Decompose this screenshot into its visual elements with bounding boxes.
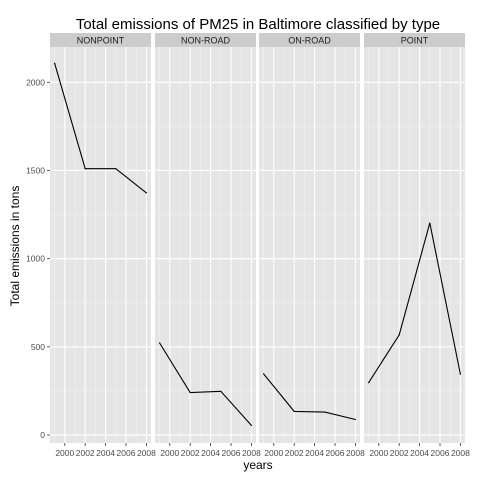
x-tick-label: 2002 bbox=[285, 448, 304, 458]
x-tick-label: 2008 bbox=[137, 448, 156, 458]
series-line-non-road bbox=[159, 342, 252, 426]
data-point bbox=[354, 418, 357, 421]
panel-non-road: NON-ROAD 2000 2002 2004 2006 2008 bbox=[155, 33, 261, 458]
x-tick-label: 2004 bbox=[96, 448, 115, 458]
x-tick-label: 2000 bbox=[264, 448, 283, 458]
panel-strip bbox=[364, 33, 465, 47]
data-point bbox=[53, 62, 56, 64]
data-point bbox=[158, 342, 161, 344]
y-tick-label: 1500 bbox=[26, 165, 45, 175]
x-tick-label: 2008 bbox=[242, 448, 261, 458]
x-tick-label: 2006 bbox=[326, 448, 345, 458]
data-point bbox=[367, 382, 370, 384]
panel-strip-label: NON-ROAD bbox=[181, 36, 230, 46]
panel-strip bbox=[50, 33, 151, 47]
data-point bbox=[84, 168, 86, 170]
data-point bbox=[398, 334, 400, 336]
x-tick-label: 2000 bbox=[55, 448, 74, 458]
panel-strip-label: ON-ROAD bbox=[288, 36, 331, 46]
data-point bbox=[262, 373, 265, 375]
x-tick-label: 2002 bbox=[76, 448, 95, 458]
data-point bbox=[189, 391, 191, 394]
data-point bbox=[250, 424, 253, 426]
x-tick-label: 2006 bbox=[431, 448, 450, 458]
series-line-nonpoint bbox=[54, 63, 147, 194]
x-tick-label: 2004 bbox=[410, 448, 429, 458]
x-tick-label: 2002 bbox=[181, 448, 200, 458]
panel-point: POINT 2000 2002 2004 2006 2008 bbox=[364, 33, 470, 458]
x-tick-label: 2006 bbox=[117, 448, 136, 458]
chart-title: Total emissions of PM25 in Baltimore cla… bbox=[76, 16, 440, 33]
panel-strip bbox=[259, 33, 360, 47]
panel-background bbox=[364, 47, 465, 443]
x-tick-label: 2000 bbox=[160, 448, 179, 458]
y-tick-label: 2000 bbox=[26, 77, 45, 87]
panel-on-road: ON-ROAD 2000 2002 2004 2006 2008 bbox=[259, 33, 365, 458]
panel-nonpoint: NONPOINT 2000 2002 2004 2006 2008 bbox=[50, 33, 156, 458]
y-tick-label: 500 bbox=[31, 342, 45, 352]
x-tick-label: 2004 bbox=[201, 448, 220, 458]
y-axis: 0 500 1000 1500 2000 bbox=[26, 77, 50, 440]
data-point bbox=[324, 411, 326, 413]
panel-background bbox=[259, 47, 360, 443]
y-axis-title: Total emissions in tons bbox=[8, 186, 22, 307]
panel-background bbox=[50, 47, 151, 443]
y-tick-label: 0 bbox=[40, 430, 45, 440]
series-line-point bbox=[368, 222, 461, 383]
data-point bbox=[145, 192, 148, 194]
x-tick-label: 2000 bbox=[369, 448, 388, 458]
series-line-on-road bbox=[263, 373, 356, 421]
data-point bbox=[429, 222, 431, 224]
x-tick-label: 2008 bbox=[346, 448, 365, 458]
data-point bbox=[220, 390, 222, 392]
x-tick-label: 2002 bbox=[390, 448, 409, 458]
x-axis-title: years bbox=[243, 458, 272, 472]
data-point bbox=[115, 168, 117, 170]
panel-strip bbox=[155, 33, 256, 47]
panel-strip-label: NONPOINT bbox=[77, 36, 125, 46]
x-tick-label: 2006 bbox=[222, 448, 241, 458]
data-point bbox=[459, 373, 462, 375]
y-tick-label: 1000 bbox=[26, 254, 45, 264]
data-point bbox=[293, 410, 295, 413]
x-tick-label: 2004 bbox=[305, 448, 324, 458]
panel-background bbox=[155, 47, 256, 443]
x-tick-label: 2008 bbox=[451, 448, 470, 458]
panel-strip-label: POINT bbox=[401, 36, 429, 46]
